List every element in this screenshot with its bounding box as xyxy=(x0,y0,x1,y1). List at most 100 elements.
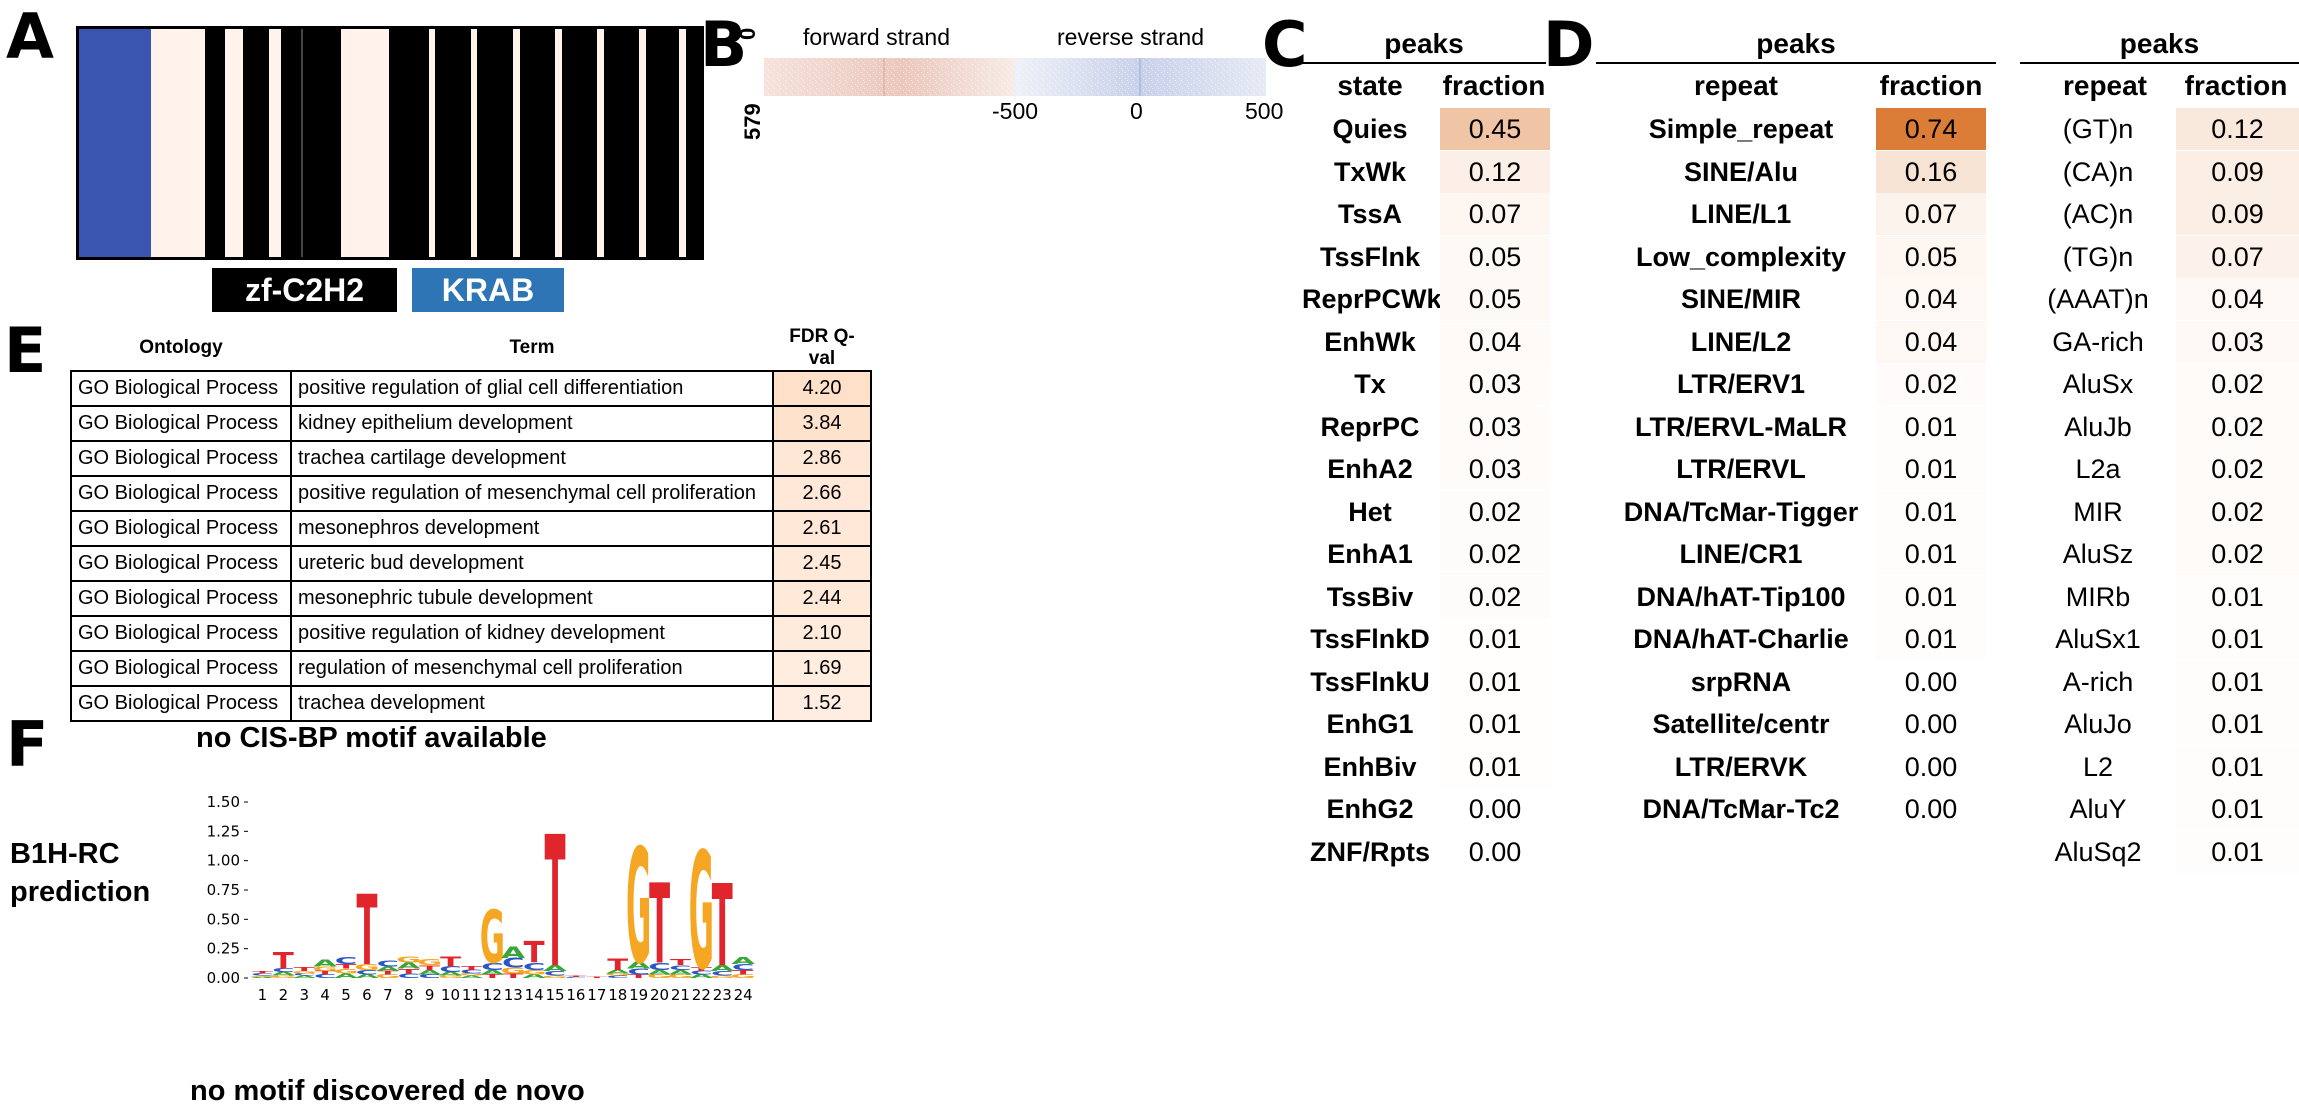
term-cell: regulation of mesenchymal cell prolifera… xyxy=(290,650,774,687)
table-row-label: Het xyxy=(1348,496,1392,527)
table-row-label: LINE/L2 xyxy=(1690,326,1792,357)
table-row-label: (CA)n xyxy=(2062,156,2134,187)
table-row-label: MIRb xyxy=(2065,581,2131,612)
ontology-cell: GO Biological Process xyxy=(70,580,292,617)
table-row-label: EnhBiv xyxy=(1323,751,1417,782)
logo-letter-G: G xyxy=(375,974,400,979)
table-row-label: ReprPC xyxy=(1320,411,1420,442)
logo-x-tick-label: 22 xyxy=(692,986,711,1004)
fraction-cell: 0.00 xyxy=(1440,830,1550,873)
panel-label-c: C xyxy=(1262,8,1308,81)
fraction-cell: 0.00 xyxy=(1876,745,1986,788)
logo-letter-G: G xyxy=(668,974,693,979)
fraction-cell: 0.01 xyxy=(1876,618,1986,660)
fraction-cell: 0.00 xyxy=(1440,788,1550,830)
fraction-cell: 0.12 xyxy=(1440,150,1550,193)
ontology-cell: GO Biological Process xyxy=(70,650,292,687)
light-bar xyxy=(639,29,646,257)
logo-letter-T: T xyxy=(524,937,546,971)
logo-letter-C: C xyxy=(293,973,316,977)
domain-barcode xyxy=(76,26,704,260)
table-row-label: (GT)n xyxy=(2062,114,2134,144)
fraction-cell: 0.09 xyxy=(2176,193,2299,235)
logo-letter-A: A xyxy=(522,974,546,979)
logo-letter-C: C xyxy=(397,972,420,980)
table-row-label: (AC)n xyxy=(2062,199,2134,229)
term-cell: trachea cartilage development xyxy=(290,440,774,477)
table-row-label: L2a xyxy=(2075,454,2121,484)
reverse-strand-label: reverse strand xyxy=(1057,24,1205,50)
fraction-cell: 0.01 xyxy=(1876,448,1986,490)
light-bar xyxy=(555,29,562,257)
cisbp-note: no CIS-BP motif available xyxy=(196,722,547,754)
logo-letter-T: T xyxy=(252,971,273,975)
table-row: GO Biological Process positive regulation… xyxy=(70,370,872,407)
logo-y-tick-label: 1.50 xyxy=(207,793,240,811)
fraction-cell: 0.04 xyxy=(2176,278,2299,320)
table-row-label: ZNF/Rpts xyxy=(1310,836,1430,867)
fraction-cell: 0.02 xyxy=(2176,490,2299,533)
logo-x-tick-label: 11 xyxy=(462,986,481,1004)
logo-letter-G: G xyxy=(626,816,651,999)
logo-letter-A: A xyxy=(313,958,337,969)
table-c-col-state: state xyxy=(1337,70,1403,101)
logo-letter-C: C xyxy=(251,973,274,977)
logo-letter-A: A xyxy=(334,972,359,980)
ontology-cell: GO Biological Process xyxy=(70,510,292,547)
logo-letter-T: T xyxy=(482,974,503,979)
krab-domain-label: KRAB xyxy=(412,268,564,312)
logo-x-tick-label: 2 xyxy=(279,986,289,1004)
thin-line xyxy=(301,29,303,257)
logo-letter-G: G xyxy=(480,896,505,981)
logo-x-tick-label: 23 xyxy=(713,986,732,1004)
table-row: GO Biological Process ureteric bud develo… xyxy=(70,545,872,582)
logo-letter-T: T xyxy=(628,974,649,979)
table-d-col-repeat: repeat xyxy=(1693,70,1779,101)
logo-letter-T: T xyxy=(356,875,377,987)
logo-letter-C: C xyxy=(690,970,713,975)
forward-strand-label: forward strand xyxy=(803,24,951,50)
go-enrichment-table: Ontology Term FDR Q-val GO Biological Pr… xyxy=(70,326,872,722)
term-cell: positive regulation of kidney developmen… xyxy=(290,615,774,652)
fraction-cell: 0.01 xyxy=(1876,575,1986,618)
table-row-label: srpRNA xyxy=(1690,666,1792,697)
table-row-label: SINE/MIR xyxy=(1680,284,1801,314)
logo-letter-A: A xyxy=(648,969,673,977)
table-row-label: Low_complexity xyxy=(1635,241,1847,272)
fraction-cell: 0.03 xyxy=(2176,320,2299,363)
ontology-cell: GO Biological Process xyxy=(70,475,292,512)
logo-letter-C: C xyxy=(669,964,692,972)
logo-letter-C: C xyxy=(648,961,671,972)
logo-x-tick-label: 8 xyxy=(404,986,414,1004)
table-row: GO Biological Process kidney epithelium d… xyxy=(70,405,872,442)
logo-letter-T: T xyxy=(294,967,315,972)
fdr-cell: 4.20 xyxy=(772,370,872,407)
logo-letter-A: A xyxy=(460,975,484,979)
panel-label-d: D xyxy=(1543,8,1595,81)
logo-letter-A: A xyxy=(418,969,443,977)
table-row: GO Biological Process positive regulation… xyxy=(70,615,872,652)
logo-letter-C: C xyxy=(606,975,629,979)
logo-x-tick-label: 1 xyxy=(258,986,268,1004)
logo-letter-C: C xyxy=(627,967,650,976)
logo-x-tick-label: 12 xyxy=(483,986,502,1004)
ontology-cell: GO Biological Process xyxy=(70,615,292,652)
logo-letter-C: C xyxy=(377,959,400,968)
logo-letter-A: A xyxy=(355,974,379,979)
heatmap-x-tick: 500 xyxy=(1245,98,1284,124)
table-row-label: SINE/Alu xyxy=(1683,156,1798,187)
logo-letter-C: C xyxy=(356,969,379,977)
heatmap-y-top: 0 xyxy=(735,27,760,40)
fraction-cell: 0.00 xyxy=(1876,660,1986,703)
fraction-cell: 0.07 xyxy=(2176,235,2299,278)
fraction-cell: 0.04 xyxy=(1876,278,1986,320)
table-row-label: AluSz xyxy=(2062,539,2134,569)
logo-letter-C: C xyxy=(272,968,295,973)
fraction-cell: 0.45 xyxy=(1440,108,1550,150)
logo-letter-T: T xyxy=(670,958,692,967)
logo-letter-T: T xyxy=(377,970,398,975)
fraction-cell: 0.03 xyxy=(1440,405,1550,448)
fraction-cell: 0.02 xyxy=(1876,363,1986,405)
table-row: GO Biological Process positive regulation… xyxy=(70,475,872,512)
ontology-cell: GO Biological Process xyxy=(70,405,292,442)
